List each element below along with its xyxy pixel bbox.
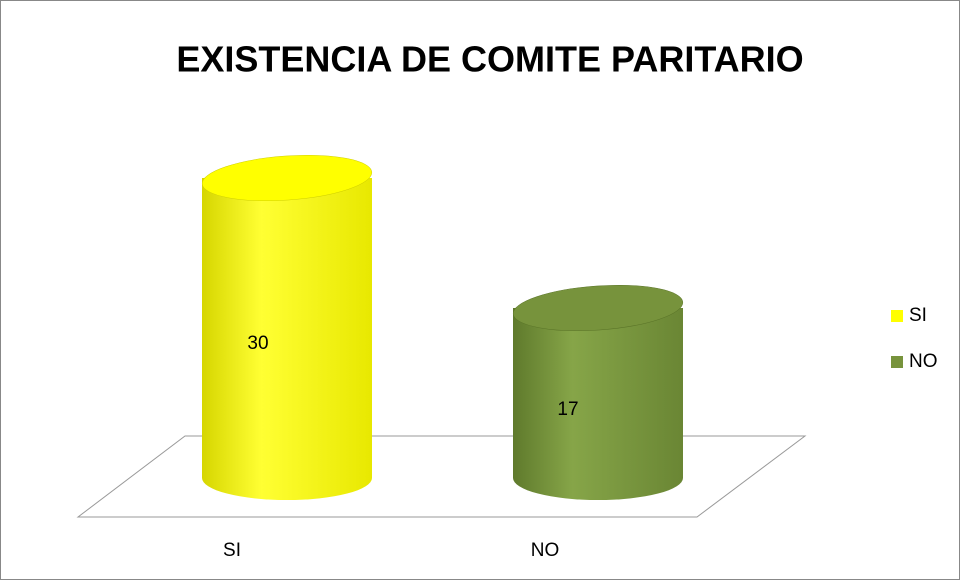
x-tick-label: SI [223, 540, 241, 561]
legend-swatch [891, 356, 903, 368]
data-label: 17 [557, 399, 578, 420]
floor [76, 435, 807, 518]
bar-top [201, 155, 373, 201]
bar [202, 178, 372, 500]
bar-top [512, 285, 684, 331]
legend-label: SI [909, 305, 927, 326]
legend-label: NO [909, 351, 938, 372]
chart-title: EXISTENCIA DE COMITE PARITARIO [176, 39, 803, 80]
legend-swatch [891, 310, 903, 322]
bar [513, 308, 683, 500]
data-label: 30 [247, 333, 268, 354]
x-tick-label: NO [531, 540, 560, 561]
